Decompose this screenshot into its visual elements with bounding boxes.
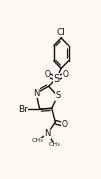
Text: O: O: [62, 120, 68, 129]
Text: CH₃: CH₃: [49, 142, 60, 147]
Text: CH₃: CH₃: [32, 138, 43, 143]
Text: S: S: [53, 74, 60, 84]
Text: O: O: [62, 70, 68, 79]
Text: N: N: [33, 89, 39, 98]
Text: S: S: [55, 91, 60, 100]
Text: N: N: [44, 129, 51, 138]
Text: Cl: Cl: [57, 28, 66, 37]
Text: Br: Br: [18, 105, 28, 113]
Text: O: O: [44, 70, 50, 79]
